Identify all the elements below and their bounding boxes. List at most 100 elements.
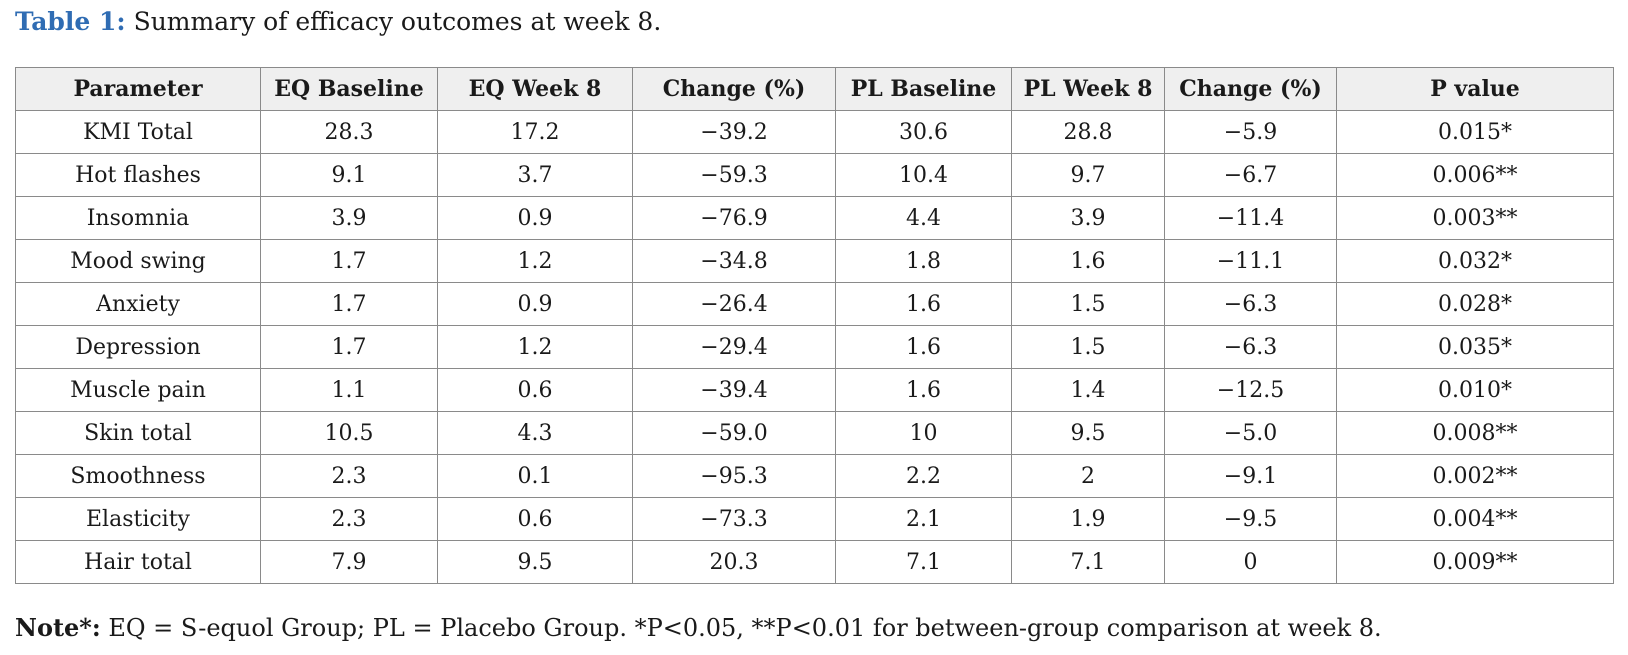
column-header: PL Baseline [835, 67, 1012, 111]
table-cell: −59.3 [632, 153, 836, 197]
table-cell: −11.4 [1164, 196, 1337, 240]
column-header: Change (%) [632, 67, 836, 111]
table-row: Mood swing 1.7 1.2 −34.8 1.8 1.6 −11.1 0.032* [15, 239, 1614, 283]
table-cell: 0 [1164, 540, 1337, 584]
table-cell: 0.032* [1336, 239, 1614, 283]
table-row: Hot flashes 9.1 3.7 −59.3 10.4 9.7 −6.7 0.006** [15, 153, 1614, 197]
table-row: Elasticity 2.3 0.6 −73.3 2.1 1.9 −9.5 0.004** [15, 497, 1614, 541]
table-note-text: EQ = S-equol Group; PL = Placebo Group. … [100, 614, 1382, 642]
row-label-cell: Hot flashes [15, 153, 261, 197]
table-row: Muscle pain 1.1 0.6 −39.4 1.6 1.4 −12.5 0.010* [15, 368, 1614, 412]
table-cell: 1.6 [835, 325, 1012, 369]
row-label-cell: Mood swing [15, 239, 261, 283]
table-cell: −6.3 [1164, 325, 1337, 369]
table-cell: −39.2 [632, 110, 836, 154]
table-cell: 0.008** [1336, 411, 1614, 455]
table-cell: −39.4 [632, 368, 836, 412]
table-cell: 1.7 [260, 282, 438, 326]
table-cell: 0.006** [1336, 153, 1614, 197]
table-cell: 3.9 [260, 196, 438, 240]
table-cell: 0.6 [437, 497, 633, 541]
table-cell: −5.9 [1164, 110, 1337, 154]
table-cell: −12.5 [1164, 368, 1337, 412]
row-label-cell: KMI Total [15, 110, 261, 154]
table-cell: 2 [1011, 454, 1165, 498]
table-cell: 3.7 [437, 153, 633, 197]
table-cell: 0.004** [1336, 497, 1614, 541]
table-row: Anxiety 1.7 0.9 −26.4 1.6 1.5 −6.3 0.028* [15, 282, 1614, 326]
table-cell: 0.015* [1336, 110, 1614, 154]
table-cell: −34.8 [632, 239, 836, 283]
table-cell: 30.6 [835, 110, 1012, 154]
table-row: KMI Total 28.3 17.2 −39.2 30.6 28.8 −5.9 0.015* [15, 110, 1614, 154]
table-cell: 1.6 [835, 368, 1012, 412]
table-cell: 1.8 [835, 239, 1012, 283]
table-cell: −9.1 [1164, 454, 1337, 498]
row-label-cell: Depression [15, 325, 261, 369]
table-cell: 9.7 [1011, 153, 1165, 197]
table-cell: 2.3 [260, 497, 438, 541]
table-cell: 7.1 [1011, 540, 1165, 584]
table-cell: −73.3 [632, 497, 836, 541]
table-row: Skin total 10.5 4.3 −59.0 10 9.5 −5.0 0.008** [15, 411, 1614, 455]
table-cell: 4.4 [835, 196, 1012, 240]
table-caption-label: Table 1: [15, 7, 126, 36]
table-row: Insomnia 3.9 0.9 −76.9 4.4 3.9 −11.4 0.003** [15, 196, 1614, 240]
table-body: KMI Total 28.3 17.2 −39.2 30.6 28.8 −5.9 0.015*… [15, 110, 1614, 584]
row-label-cell: Muscle pain [15, 368, 261, 412]
table-caption: Table 1: Summary of efficacy outcomes at… [15, 5, 661, 39]
table-cell: 2.2 [835, 454, 1012, 498]
table-caption-text: Summary of efficacy outcomes at week 8. [125, 7, 662, 36]
table-row: Smoothness 2.3 0.1 −95.3 2.2 2 −9.1 0.002** [15, 454, 1614, 498]
table-cell: −5.0 [1164, 411, 1337, 455]
table-cell: 0.6 [437, 368, 633, 412]
row-label-cell: Smoothness [15, 454, 261, 498]
table-note-label: Note*: [15, 613, 101, 642]
table-note: Note*: EQ = S-equol Group; PL = Placebo … [15, 612, 1382, 644]
table-cell: −76.9 [632, 196, 836, 240]
column-header: P value [1336, 67, 1614, 111]
table-cell: −26.4 [632, 282, 836, 326]
table-cell: 1.7 [260, 325, 438, 369]
table-cell: 7.9 [260, 540, 438, 584]
column-header: Change (%) [1164, 67, 1337, 111]
table-cell: 0.1 [437, 454, 633, 498]
table-cell: 0.035* [1336, 325, 1614, 369]
table-cell: −11.1 [1164, 239, 1337, 283]
table-cell: 0.003** [1336, 196, 1614, 240]
table-cell: 20.3 [632, 540, 836, 584]
efficacy-table: Parameter EQ Baseline EQ Week 8 Change (%) P… [15, 67, 1614, 584]
table-cell: 1.6 [1011, 239, 1165, 283]
table-cell: −95.3 [632, 454, 836, 498]
table-cell: 9.1 [260, 153, 438, 197]
table-cell: 10.5 [260, 411, 438, 455]
table-cell: 10 [835, 411, 1012, 455]
column-header: EQ Baseline [260, 67, 438, 111]
table-cell: −6.7 [1164, 153, 1337, 197]
row-label-cell: Hair total [15, 540, 261, 584]
table-cell: 2.1 [835, 497, 1012, 541]
table-cell: 4.3 [437, 411, 633, 455]
table-cell: 28.3 [260, 110, 438, 154]
table-header: Parameter EQ Baseline EQ Week 8 Change (%) P… [15, 67, 1614, 111]
table-cell: 7.1 [835, 540, 1012, 584]
table-cell: 17.2 [437, 110, 633, 154]
table-cell: −6.3 [1164, 282, 1337, 326]
table-cell: 0.9 [437, 282, 633, 326]
table-cell: 1.7 [260, 239, 438, 283]
table-cell: 28.8 [1011, 110, 1165, 154]
row-label-cell: Anxiety [15, 282, 261, 326]
table-cell: 9.5 [437, 540, 633, 584]
table-cell: 0.028* [1336, 282, 1614, 326]
table-cell: −59.0 [632, 411, 836, 455]
table-cell: 1.5 [1011, 282, 1165, 326]
table-cell: −29.4 [632, 325, 836, 369]
table-cell: 0.009** [1336, 540, 1614, 584]
table-row: Depression 1.7 1.2 −29.4 1.6 1.5 −6.3 0.035* [15, 325, 1614, 369]
header-row: Parameter EQ Baseline EQ Week 8 Change (%) P… [15, 67, 1614, 111]
row-label-cell: Elasticity [15, 497, 261, 541]
table-cell: 1.5 [1011, 325, 1165, 369]
table-cell: 9.5 [1011, 411, 1165, 455]
table-cell: 1.2 [437, 239, 633, 283]
table-cell: 0.002** [1336, 454, 1614, 498]
